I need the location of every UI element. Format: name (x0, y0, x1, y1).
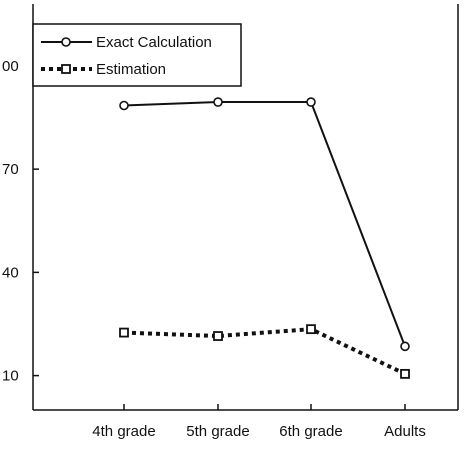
legend-marker (61, 37, 71, 47)
data-point (306, 97, 316, 107)
data-point (119, 100, 129, 111)
y-tick-label: 70 (2, 161, 19, 178)
series-line-1 (123, 327, 406, 376)
series (119, 97, 410, 379)
x-tick-label: Adults (384, 423, 426, 440)
data-point (213, 97, 223, 107)
y-tick-label: 00 (2, 58, 19, 75)
legend-entry-0: Exact Calculation (96, 34, 212, 51)
data-point (119, 327, 129, 338)
legend-box (32, 23, 242, 87)
legend: Exact Calculation Estimation (32, 23, 242, 87)
data-point (400, 341, 410, 352)
x-tick-label: 5th grade (186, 423, 249, 440)
data-point (213, 331, 223, 341)
y-tick-label: 40 (2, 264, 19, 281)
ticks: 10 40 70 00 4th grade 5th grade 6th grade Adult… (2, 58, 426, 440)
y-tick-label: 10 (2, 368, 19, 385)
x-tick-label: 4th grade (92, 423, 155, 440)
data-point (306, 324, 316, 335)
legend-marker (61, 64, 71, 74)
series-line-0 (123, 101, 406, 347)
x-tick-label: 6th grade (279, 423, 342, 440)
legend-entry-1: Estimation (96, 61, 166, 78)
data-point (400, 368, 410, 379)
